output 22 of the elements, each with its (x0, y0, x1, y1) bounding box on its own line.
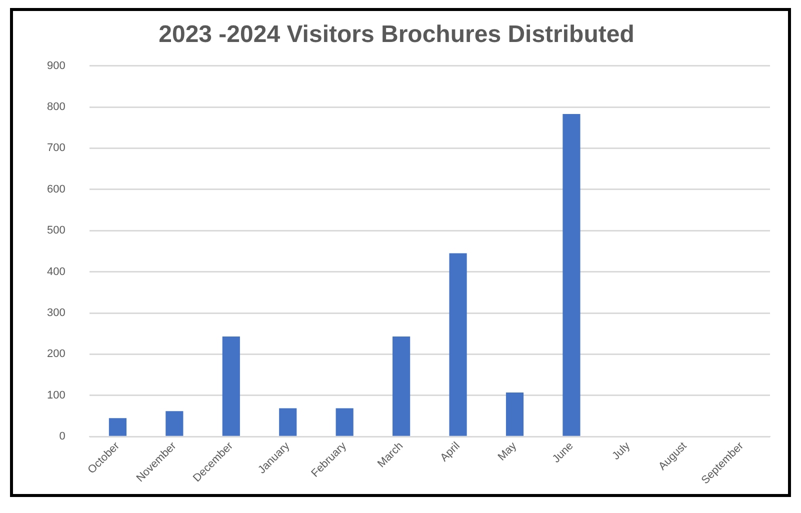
bar (108, 418, 127, 436)
bar (392, 336, 410, 436)
x-tick-label: July (610, 440, 633, 462)
bar (222, 336, 240, 436)
y-tick-label: 600 (46, 183, 66, 196)
bar (449, 253, 467, 436)
y-tick-label: 700 (46, 142, 66, 154)
y-tick-label: 200 (46, 348, 66, 360)
chart-title: 2023 -2024 Visitors Brochures Distributed (158, 21, 634, 48)
bar (562, 114, 580, 436)
y-tick-label: 100 (46, 389, 66, 402)
y-tick-label: 900 (46, 60, 66, 72)
y-tick-label: 0 (59, 430, 66, 443)
y-tick-label: 400 (46, 266, 66, 278)
y-tick-label: 800 (46, 101, 66, 114)
bar (506, 392, 524, 436)
bar (336, 408, 354, 436)
y-tick-label: 500 (46, 224, 66, 237)
y-tick-label: 300 (46, 307, 66, 320)
bar (279, 408, 297, 436)
bar (166, 411, 184, 436)
x-tick-label: May (496, 440, 520, 464)
